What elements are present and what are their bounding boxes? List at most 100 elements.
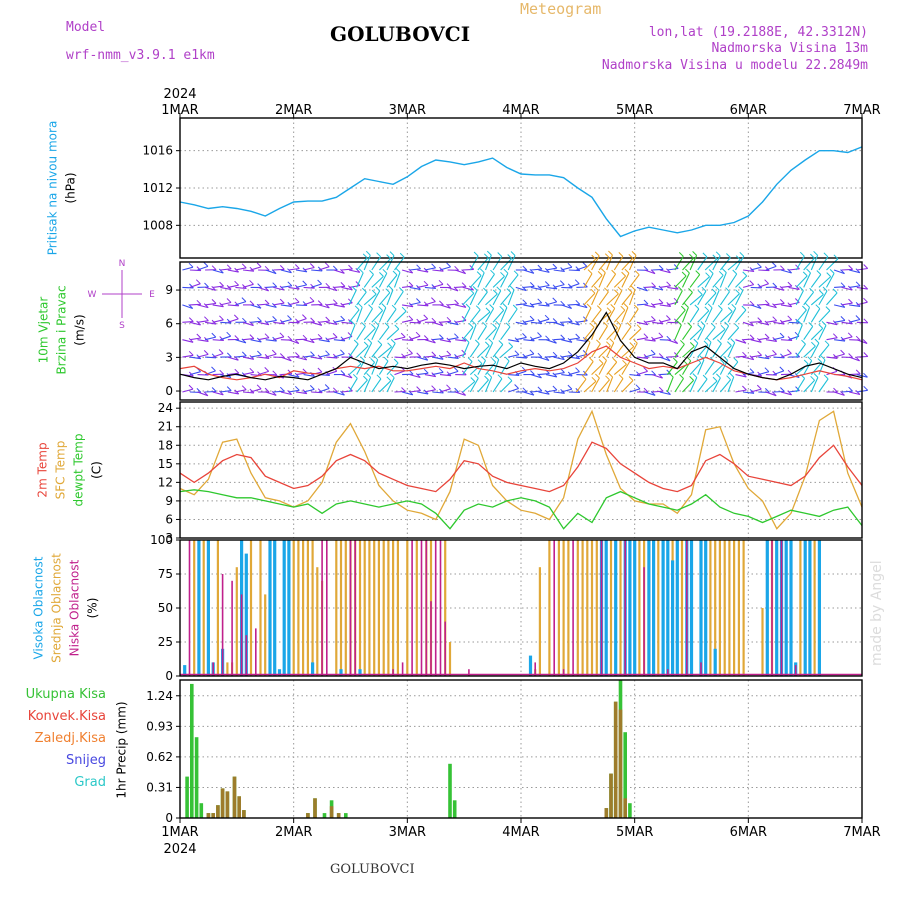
wind-barb [235,339,247,344]
wind-barb [773,390,785,393]
wind-barb-flag [487,372,492,378]
wind-barb [652,336,663,341]
wind-barb [227,269,239,273]
wind-barb-flag [604,253,610,259]
wind-barb [303,266,315,271]
wind-barb-flag [219,315,224,321]
precip-total-bar [185,776,189,818]
wind-barb [515,356,527,359]
wind-barb-flag [504,356,510,362]
model-elevation-label: Nadmorska Visina u modelu 22.2849m [601,58,868,73]
wind-barb [743,391,755,394]
y-tick-label: 25 [158,635,173,649]
lonlat-label: lon,lat (19.2188E, 42.3312N) [648,25,868,40]
wind-barb-flag [575,320,580,326]
wind-barb-flag [369,270,374,275]
wind-barb [386,289,394,306]
wind-barb-flag [279,298,285,304]
wind-barb-flag [363,341,369,347]
wind-barb [606,293,619,306]
wind-barb-flag [340,282,346,287]
cloud-bar [667,669,669,676]
wind-barb [348,309,360,323]
wind-barb-flag [673,284,679,290]
wind-barb-flag [358,268,364,274]
wind-barb-flag [749,300,755,306]
wind-barb [508,374,520,376]
wind-barb [583,380,597,393]
wind-barb [561,388,573,393]
dewpoint-line [179,489,863,530]
wind-barb [386,362,399,375]
wind-barb [743,338,755,341]
wind-barb-flag [352,373,358,379]
wind-barb [409,335,421,341]
wind-barb-flag [375,286,381,292]
wind-barb [280,318,292,323]
wind-barb [644,269,656,275]
wind-barb-flag [218,390,224,396]
wind-barb-flag [552,338,557,344]
wind-barb [765,304,777,309]
wind-barb-flag [559,280,565,285]
wind-barb [682,272,690,288]
wind-barb [371,310,384,323]
wind-barb [273,268,285,271]
wind-barb-flag [650,391,656,396]
cloud-bar [231,580,233,676]
panels: 1008 1012 1016 Pritisak na nivou mora (hPa) 0… [26,117,869,825]
wind-barb [492,309,505,323]
cloud-bar [259,540,262,676]
wind-barb-flag [658,373,663,379]
wind-barb-flag [582,350,588,355]
wind-barb-flag [855,356,860,362]
wind-barb [257,370,269,376]
wind-barb [682,292,693,306]
wind-barb-flag [508,342,514,347]
wind-barb-flag [779,285,785,291]
wind-barb-flag [325,316,331,322]
wind-barb [220,286,232,290]
wind-barb-flag [624,268,630,274]
wind-barb [841,286,853,291]
wind-barb-flag [233,314,239,320]
wind-barb-flag [438,367,444,373]
wind-barb [235,355,247,358]
wind-barb [401,319,413,323]
wind-barb-flag [483,253,489,259]
wind-barb-flag [621,271,626,277]
wind-barb [401,269,413,274]
wind-barb-flag [219,369,225,375]
wind-barb [652,390,664,393]
wind-barb-flag [446,303,451,309]
wind-barb-flag [203,350,209,355]
wind-barb-flag [721,268,727,273]
cloud-bar [713,648,717,676]
wind-barb-flag [810,375,815,381]
wind-barb-flag [317,320,323,326]
wind-barb [682,380,694,393]
wind-barb [363,274,374,288]
wind-barb [242,321,254,327]
wind-barb [795,275,808,288]
wind-barb [773,356,785,359]
cloud-bar [197,540,201,676]
wind-barb [295,391,307,395]
wind-barb [613,363,627,376]
wind-barb [553,356,565,361]
wind-barb-flag [219,336,225,341]
wind-barb [773,370,784,376]
panel-0: 1008 1012 1016 Pritisak na nivou mora (hPa) [46,117,863,259]
wind-barb-flag [805,302,810,308]
wind-barb [371,344,383,358]
wind-barb [818,276,832,288]
wind-barb [576,304,588,309]
wind-barb [401,391,413,396]
wind-barb-flag [735,255,741,261]
wind-barb [477,325,487,340]
wind-barb [704,380,718,393]
wind-barb [212,319,224,323]
wind-barb-flag [689,342,695,347]
wind-barb [257,286,269,292]
wind-barb-flag [423,301,429,307]
